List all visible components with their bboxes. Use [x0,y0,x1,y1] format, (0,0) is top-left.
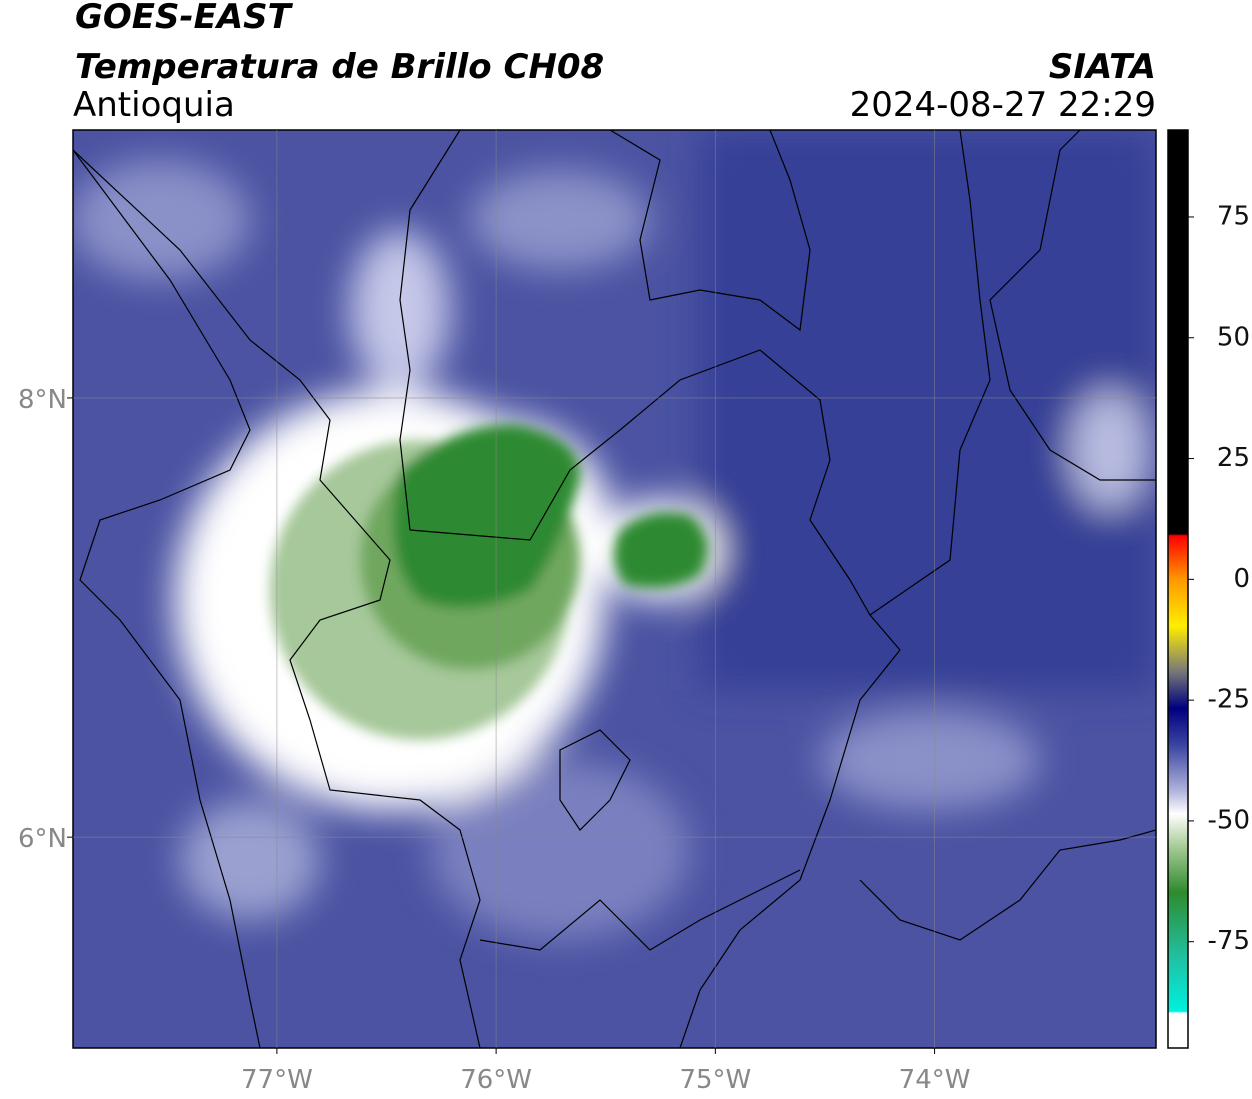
colorbar [1167,129,1189,1049]
x-tick-label: 75°W [679,1065,751,1095]
datetime: 2024-08-27 22:29 [850,85,1156,125]
x-tick-label: 76°W [460,1065,532,1095]
colorbar-tick-label: -50 [1208,805,1250,835]
colorbar-tick-label: 75 [1217,201,1250,231]
map-image [73,130,1156,1048]
map-frame [72,129,1157,1049]
x-tick-label: 77°W [241,1065,313,1095]
source: SIATA [1049,47,1156,87]
x-tick-label: 74°W [899,1065,971,1095]
colorbar-tick-label: 25 [1217,443,1250,473]
y-tick-label: 8°N [18,385,67,415]
y-tick-label: 6°N [18,824,67,854]
colorbar-tick-label: -25 [1208,685,1250,715]
subtitle: Temperatura de Brillo CH08 [75,47,604,87]
region: Antioquia [73,85,235,125]
colorbar-tick-label: 0 [1233,564,1250,594]
colorbar-tick-label: 50 [1217,322,1250,352]
title: GOES-EAST [75,0,294,37]
borders [73,130,1156,1048]
colorbar-tick-label: -75 [1208,926,1250,956]
